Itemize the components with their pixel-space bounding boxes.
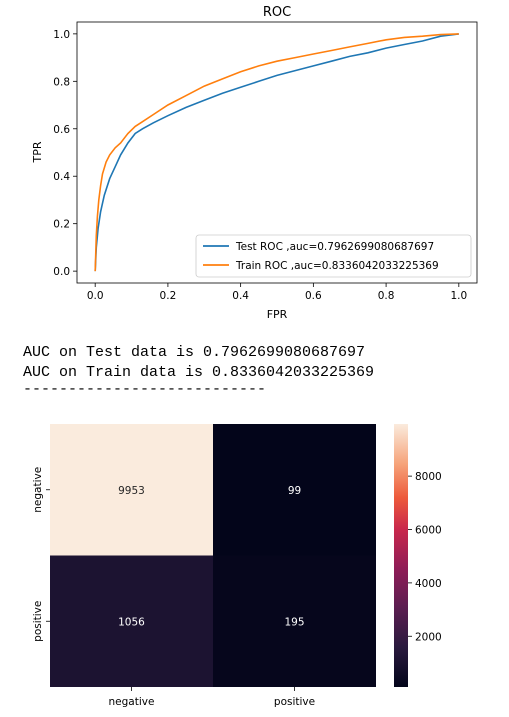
roc-y-tick-label: 0.6	[53, 124, 70, 136]
heatmap-cell	[50, 555, 213, 687]
heatmap-cell	[213, 424, 376, 556]
roc-legend: Test ROC ,auc=0.7962699080687697 Train RO…	[195, 234, 472, 278]
roc-chart: ROC 0.0 0.2 0.4 0.6 0.8 1.0 0.0 0.2 0.4 0.6 0.8 1.0…	[31, 5, 478, 321]
roc-series-line-1	[94, 33, 459, 272]
roc-x-tick-label: 0.0	[87, 290, 104, 302]
colorbar-tick-label: 2000	[415, 631, 442, 643]
roc-series-line-0	[94, 33, 459, 272]
confusion-matrix-heatmap: 9953 99 1056 195 negative positive negative pos…	[32, 424, 376, 708]
roc-y-tick-label: 0.2	[53, 219, 70, 231]
roc-x-tick-label: 1.0	[450, 290, 467, 302]
colorbar-tick-label: 6000	[415, 525, 442, 537]
roc-y-tick-label: 0.0	[53, 266, 70, 278]
roc-x-tick-label: 0.8	[378, 290, 395, 302]
roc-x-tick-label: 0.4	[232, 290, 249, 302]
colorbar-tick-label: 4000	[415, 578, 442, 590]
heatmap-cell-value: 9953	[118, 485, 145, 497]
roc-x-axis-label: FPR	[267, 308, 288, 321]
roc-plot-frame	[76, 21, 478, 284]
roc-axes: 0.0 0.2 0.4 0.6 0.8 1.0 0.0 0.2 0.4 0.6 0.8 1.0	[53, 21, 478, 302]
heatmap-cell-value: 99	[288, 485, 301, 497]
heatmap-cell-value: 1056	[118, 616, 145, 628]
roc-title: ROC	[263, 5, 291, 20]
heatmap-cell	[50, 424, 213, 556]
roc-y-tick-label: 0.4	[53, 171, 70, 183]
colorbar-gradient	[394, 424, 408, 687]
colorbar-tick-label: 8000	[415, 471, 442, 483]
roc-legend-label-1: Train ROC ,auc=0.8336042033225369	[235, 260, 439, 272]
roc-y-tick-label: 0.8	[53, 76, 70, 88]
heatmap-row-label: positive	[32, 601, 44, 642]
roc-y-axis-label: TPR	[31, 141, 44, 163]
heatmap-col-label: positive	[274, 696, 315, 708]
roc-x-tick-label: 0.6	[305, 290, 322, 302]
heatmap-cell-value: 195	[284, 616, 304, 628]
heatmap-cell	[213, 555, 376, 687]
roc-series-group	[94, 33, 459, 272]
output-line-separator: ---------------------------	[23, 381, 267, 398]
heatmap-row-label: negative	[32, 467, 44, 513]
output-line-test-auc: AUC on Test data is 0.7962699080687697	[23, 344, 366, 361]
roc-y-tick-label: 1.0	[53, 29, 70, 41]
heatmap-colorbar: 2000 4000 6000 8000	[394, 424, 442, 687]
roc-legend-box	[195, 234, 472, 278]
output-line-train-auc: AUC on Train data is 0.8336042033225369	[23, 364, 375, 381]
roc-x-tick-label: 0.2	[160, 290, 177, 302]
roc-legend-label-0: Test ROC ,auc=0.7962699080687697	[235, 241, 434, 253]
heatmap-col-label: negative	[109, 696, 155, 708]
